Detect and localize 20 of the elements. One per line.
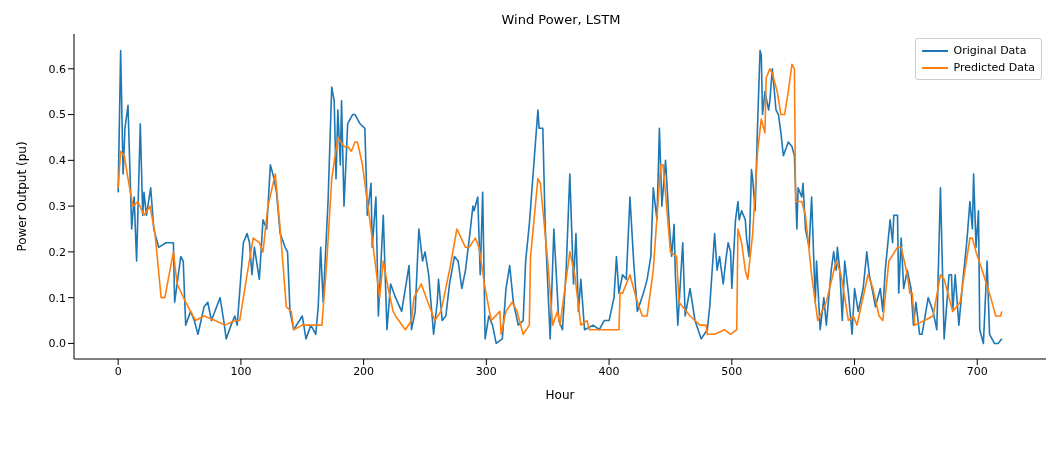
chart-title: Wind Power, LSTM <box>501 12 621 27</box>
legend-label: Original Data <box>953 43 1027 59</box>
y-tick-label: 0.5 <box>48 108 66 122</box>
y-tick-label: 0.3 <box>48 200 66 214</box>
y-tick-label: 0.6 <box>48 62 66 76</box>
x-axis-title: Hour <box>545 388 575 402</box>
x-tick-label: 300 <box>475 364 497 378</box>
x-tick-label: 500 <box>721 364 743 378</box>
legend-label: Predicted Data <box>953 60 1035 76</box>
y-axis-title: Power Output (pu) <box>15 141 30 252</box>
x-tick-label: 600 <box>844 364 866 378</box>
y-tick-label: 0.4 <box>48 154 66 168</box>
y-tick-label: 0.1 <box>48 291 66 305</box>
x-tick-label: 0 <box>114 364 122 378</box>
x-tick-label: 100 <box>230 364 252 378</box>
x-tick-label: 200 <box>353 364 375 378</box>
x-tick-label: 700 <box>966 364 988 378</box>
x-tick-label: 400 <box>598 364 620 378</box>
y-tick-label: 0.0 <box>48 337 66 351</box>
y-tick-label: 0.2 <box>48 245 66 259</box>
